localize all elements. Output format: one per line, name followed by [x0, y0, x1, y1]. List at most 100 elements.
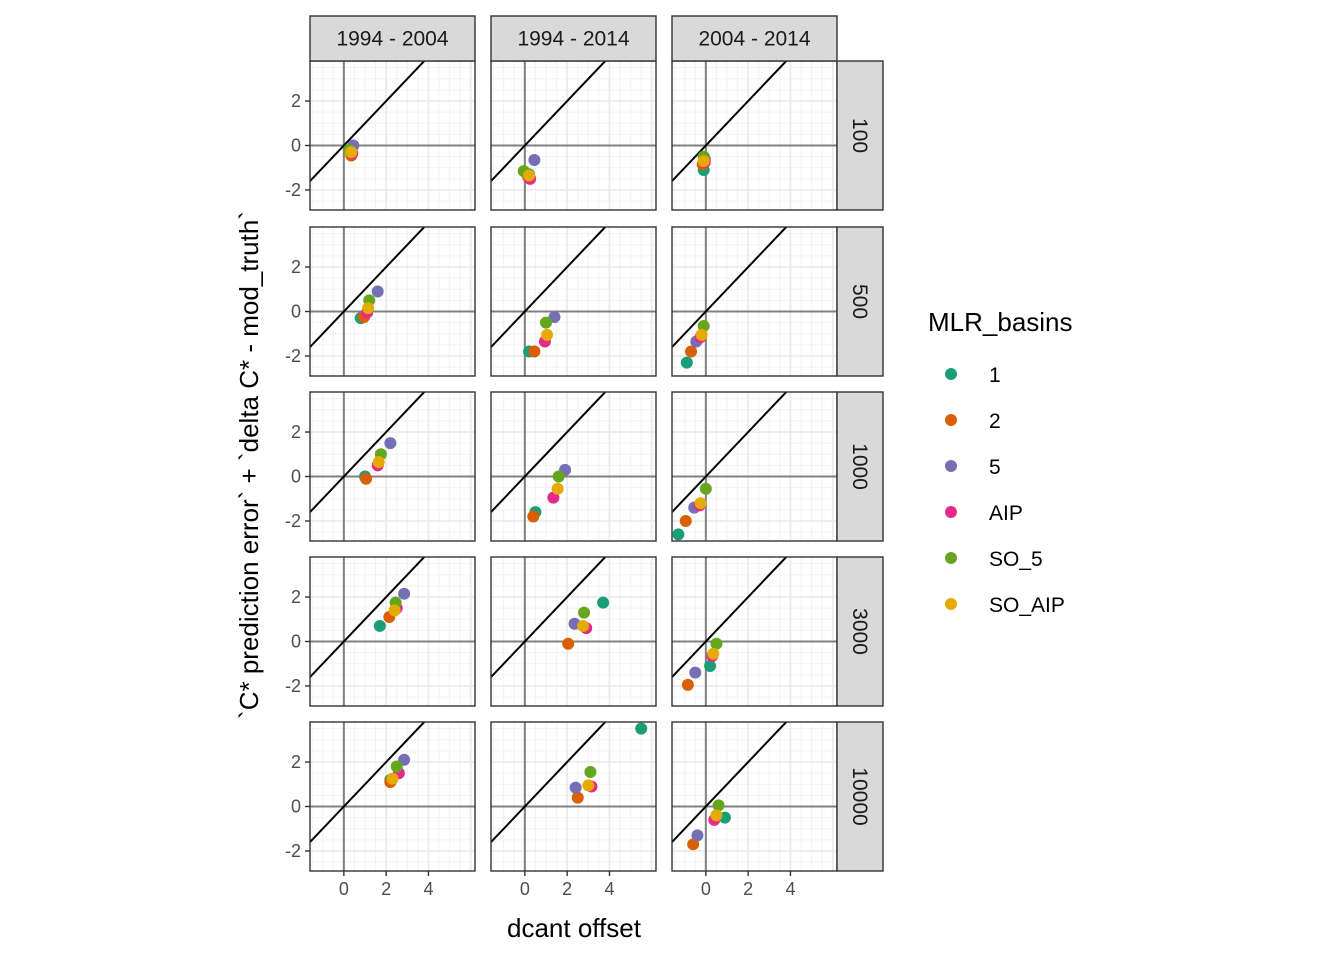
point-series-SO_5	[578, 606, 591, 619]
x-tick-label: 4	[423, 879, 433, 899]
point-series-2	[685, 345, 698, 358]
identity-line	[310, 227, 425, 348]
y-tick-label: 2	[291, 422, 301, 442]
point-series-SO_AIP	[362, 302, 375, 315]
panel-background	[310, 61, 475, 210]
x-tick-label: 4	[604, 879, 614, 899]
strip-column-label: 2004 - 2014	[698, 28, 810, 51]
legend-label-SO_AIP: SO_AIP	[989, 594, 1065, 617]
y-tick-label: -2	[285, 180, 301, 200]
identity-line	[310, 392, 425, 513]
panel-1994-2004-500	[309, 226, 476, 377]
panel-background	[491, 557, 656, 706]
y-axis-title: `C* prediction error` + `delta C* - mod_…	[234, 211, 264, 719]
point-series-SO_AIP	[345, 146, 358, 159]
point-series-5	[548, 311, 561, 324]
legend: MLR_basins 1 2 5 AIP SO_5 SO_AIP	[928, 307, 1073, 617]
panel-1994-2014-500	[490, 226, 657, 377]
identity-line	[310, 61, 425, 182]
strip-row-label: 1000	[848, 443, 871, 490]
point-series-5	[384, 437, 397, 450]
point-series-SO_AIP	[710, 809, 723, 822]
point-series-2	[562, 637, 575, 650]
x-tick-label: 0	[520, 879, 530, 899]
y-tick-label: -2	[285, 346, 301, 366]
y-tick-label: -2	[285, 511, 301, 531]
x-tick-label: 0	[339, 879, 349, 899]
identity-line	[672, 557, 787, 678]
panel-1994-2014-3000	[490, 556, 657, 707]
panel-background	[310, 557, 475, 706]
y-tick-label: 2	[291, 91, 301, 111]
strip-row-label: 100	[848, 118, 871, 153]
y-tick-label: 0	[291, 136, 301, 156]
point-series-5	[689, 666, 702, 679]
strip-column-label: 1994 - 2014	[517, 28, 629, 51]
point-series-SO_5	[540, 316, 552, 329]
point-series-SO_AIP	[577, 619, 590, 632]
point-series-SO_5	[552, 470, 565, 483]
identity-line	[672, 722, 787, 843]
identity-line	[310, 557, 425, 678]
legend-key-1	[945, 368, 957, 380]
point-series-1	[704, 659, 717, 672]
legend-label-AIP: AIP	[989, 502, 1023, 525]
point-series-SO_5	[584, 766, 597, 779]
panel-border	[309, 226, 476, 377]
strip-row-label: 500	[848, 284, 871, 319]
legend-entries: 1 2 5 AIP SO_5 SO_AIP	[945, 364, 1065, 617]
point-series-SO_AIP	[523, 169, 536, 182]
panel-background	[672, 557, 837, 706]
point-series-SO_AIP	[372, 456, 385, 469]
point-series-1	[597, 596, 610, 609]
point-series-2	[528, 345, 541, 358]
x-tick-label: 2	[562, 879, 572, 899]
identity-line	[672, 61, 787, 182]
panel-background	[310, 722, 475, 871]
y-tick-label: 0	[291, 467, 301, 487]
point-series-SO_AIP	[388, 604, 401, 617]
point-series-2	[679, 514, 692, 527]
strip-row-label: 3000	[848, 608, 871, 655]
point-series-SO_5	[710, 637, 723, 650]
strip-row-bg	[836, 60, 884, 211]
x-tick-label: 2	[743, 879, 753, 899]
identity-line	[491, 722, 606, 843]
legend-label-SO_5: SO_5	[989, 548, 1043, 571]
legend-label-5: 5	[989, 456, 1001, 479]
identity-line	[491, 227, 606, 348]
point-series-SO_AIP	[707, 647, 720, 660]
panel-1994-2004-1000	[309, 391, 476, 542]
panel-2004-2014-500	[671, 226, 838, 377]
legend-key-SO_AIP	[945, 598, 957, 610]
identity-line	[491, 392, 606, 513]
point-series-5	[569, 781, 582, 794]
point-series-SO_AIP	[541, 328, 554, 341]
strip-row-bg	[836, 721, 884, 872]
strip-row-label: 10000	[848, 767, 871, 825]
strip-row-bg	[836, 556, 884, 707]
axes: -2 0 2 -2 0 2 -2 0 2 -2 0 2 -2 0 2 0 2 4 0 2 4 0 2 4	[285, 91, 795, 899]
panel-background	[672, 61, 837, 210]
y-tick-label: 2	[291, 587, 301, 607]
point-series-5	[371, 285, 384, 298]
panel-2004-2014-100	[671, 60, 838, 211]
point-series-5	[398, 587, 411, 600]
point-series-SO_AIP	[582, 779, 595, 792]
panel-background	[491, 227, 656, 376]
panel-background	[672, 227, 837, 376]
point-series-SO_5	[390, 760, 403, 773]
panel-background	[491, 61, 656, 210]
panel-border	[490, 391, 657, 542]
point-series-1	[373, 619, 386, 632]
legend-label-2: 2	[989, 410, 1001, 433]
panel-2004-2014-1000	[671, 391, 838, 542]
x-tick-label: 2	[381, 879, 391, 899]
strip-column-bg	[309, 15, 476, 62]
panel-1994-2004-100	[309, 60, 476, 211]
y-tick-label: 0	[291, 797, 301, 817]
strip-column-bg	[671, 15, 838, 62]
strip-row-bg	[836, 226, 884, 377]
point-series-SO_5	[712, 799, 725, 812]
